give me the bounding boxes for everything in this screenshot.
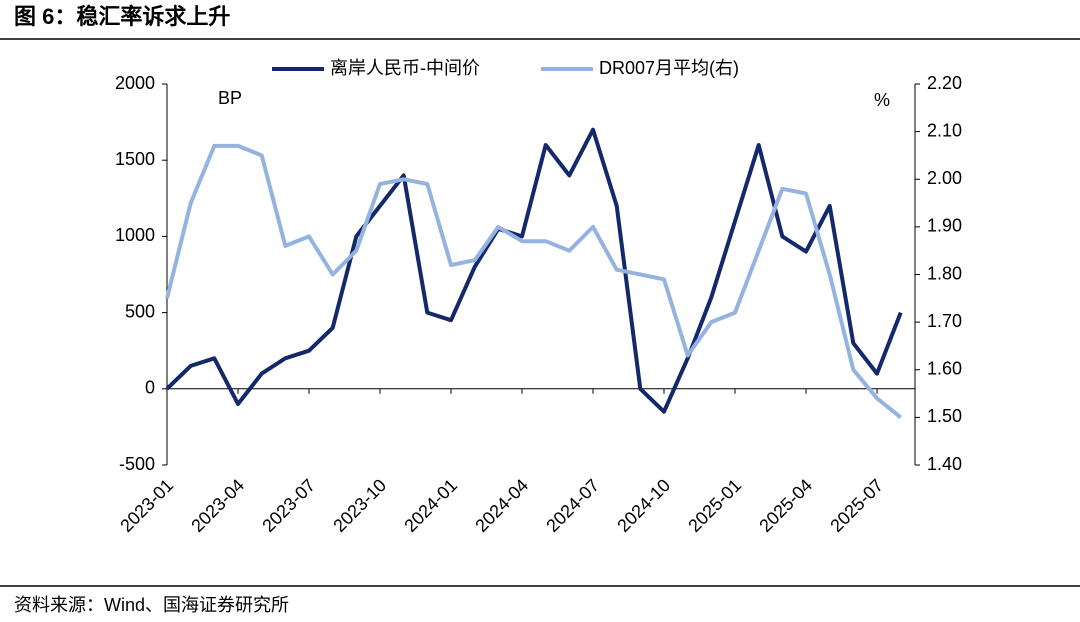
x-tick-label: 2024-07	[542, 475, 603, 536]
x-tick-label: 2025-01	[684, 475, 745, 536]
y2-tick-label: 2.10	[927, 120, 962, 140]
y2-tick-label: 1.80	[927, 263, 962, 283]
y-tick-label: 500	[125, 301, 155, 321]
x-tick-label: 2024-10	[613, 475, 674, 536]
y2-tick-label: 1.60	[927, 359, 962, 379]
y-tick-label: 1000	[115, 225, 155, 245]
y-axis-unit: BP	[218, 88, 242, 108]
y-tick-label: 0	[145, 378, 155, 398]
series-line	[165, 143, 902, 419]
chart-title: 图 6：稳汇率诉求上升	[14, 4, 230, 29]
x-tick-label: 2025-07	[826, 475, 887, 536]
y2-tick-label: 2.00	[927, 168, 962, 188]
source: 资料来源：Wind、国海证券研究所	[14, 595, 289, 615]
x-tick-label: 2023-01	[116, 475, 177, 536]
legend-label: DR007月平均(右)	[599, 58, 739, 78]
x-tick-label: 2024-04	[471, 475, 532, 536]
y-tick-label: -500	[119, 454, 155, 474]
y2-axis-unit: %	[874, 90, 890, 110]
y2-tick-label: 2.20	[927, 73, 962, 93]
x-tick-label: 2023-07	[258, 475, 319, 536]
y2-tick-label: 1.40	[927, 454, 962, 474]
y-tick-label: 1500	[115, 149, 155, 169]
y2-tick-label: 1.50	[927, 406, 962, 426]
y2-tick-label: 1.90	[927, 216, 962, 236]
x-tick-label: 2023-04	[187, 475, 248, 536]
x-tick-label: 2024-01	[400, 475, 461, 536]
y2-tick-label: 1.70	[927, 311, 962, 331]
x-tick-label: 2025-04	[755, 475, 816, 536]
y-tick-label: 2000	[115, 73, 155, 93]
series-line	[165, 127, 903, 414]
x-tick-label: 2023-10	[329, 475, 390, 536]
legend-label: 离岸人民币-中间价	[330, 58, 480, 78]
